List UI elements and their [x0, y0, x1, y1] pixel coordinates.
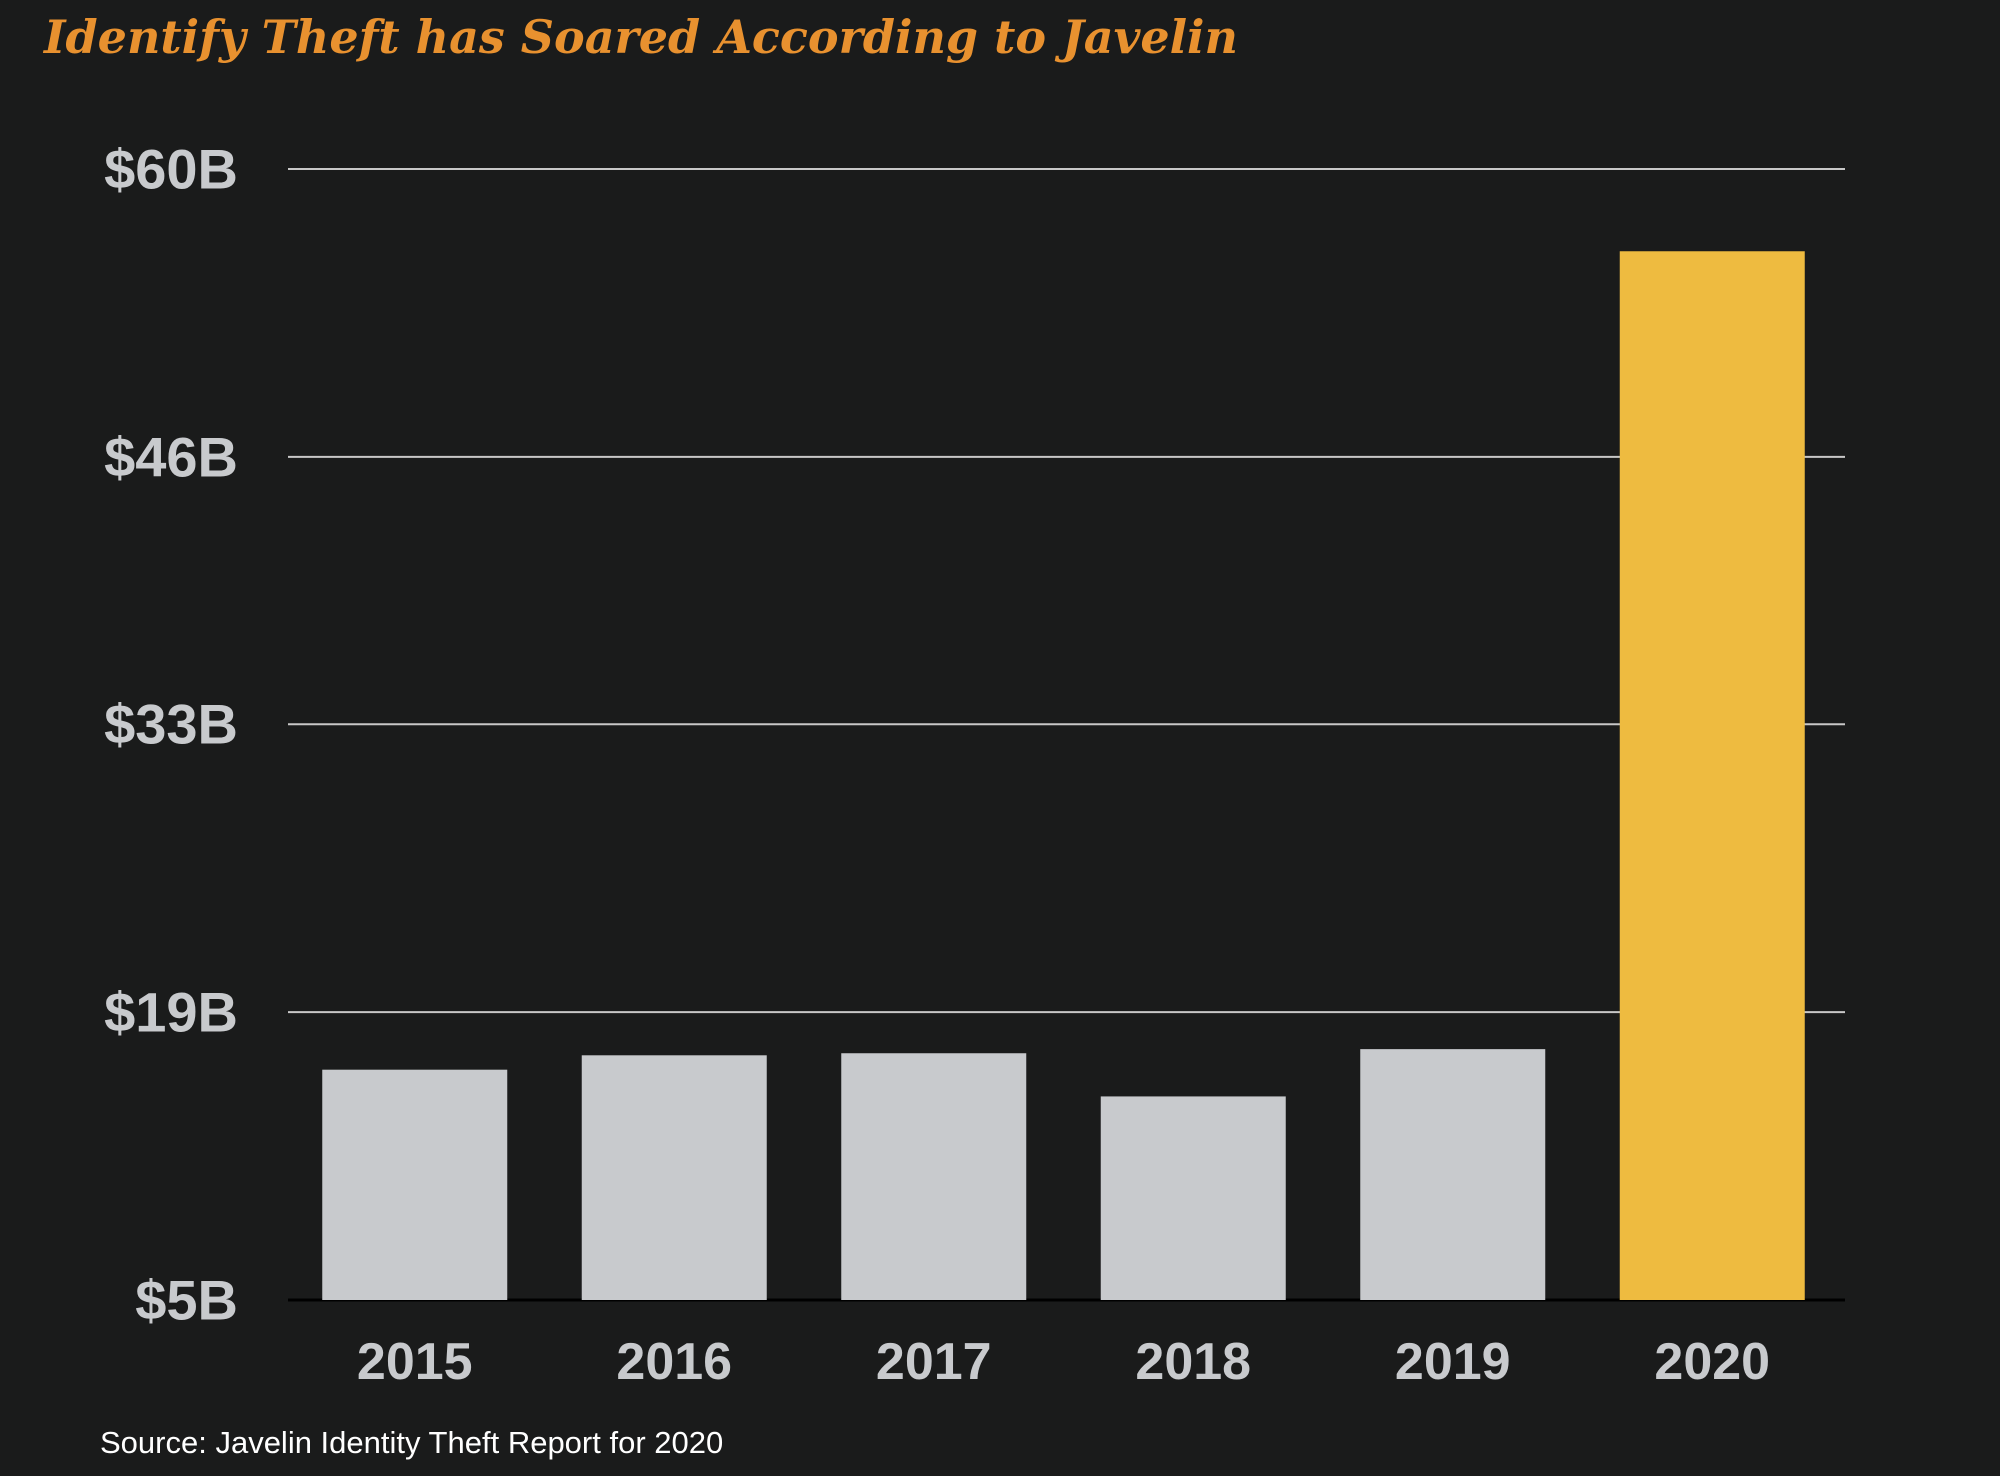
bar-2015: [322, 1069, 508, 1300]
y-tick-label: $60B: [104, 138, 238, 201]
bar-2017: [841, 1053, 1027, 1300]
x-tick-label: 2018: [1135, 1333, 1251, 1391]
x-tick-label: 2019: [1395, 1333, 1511, 1391]
y-tick-label: $46B: [104, 425, 238, 488]
x-tick-label: 2017: [876, 1333, 992, 1391]
y-tick-label: $33B: [104, 693, 238, 756]
y-axis-ticks: $5B $19B $33B $46B $60B: [104, 138, 238, 1332]
gridlines: [288, 168, 1845, 1302]
y-tick-label: $5B: [135, 1269, 238, 1332]
x-axis-ticks: 2015 2016 2017 2018 2019 2020: [357, 1333, 1770, 1391]
bars: [322, 251, 1805, 1301]
chart-title: Identify Theft has Soared According to J…: [44, 10, 1238, 64]
bar-2018: [1100, 1096, 1286, 1300]
x-tick-label: 2020: [1654, 1333, 1770, 1391]
bar-2016: [581, 1055, 767, 1300]
bar-2020: [1619, 251, 1805, 1301]
x-tick-label: 2016: [616, 1333, 732, 1391]
bar-2019: [1360, 1049, 1546, 1300]
y-tick-label: $19B: [104, 981, 238, 1044]
source-note: Source: Javelin Identity Theft Report fo…: [100, 1425, 724, 1460]
x-tick-label: 2015: [357, 1333, 473, 1391]
